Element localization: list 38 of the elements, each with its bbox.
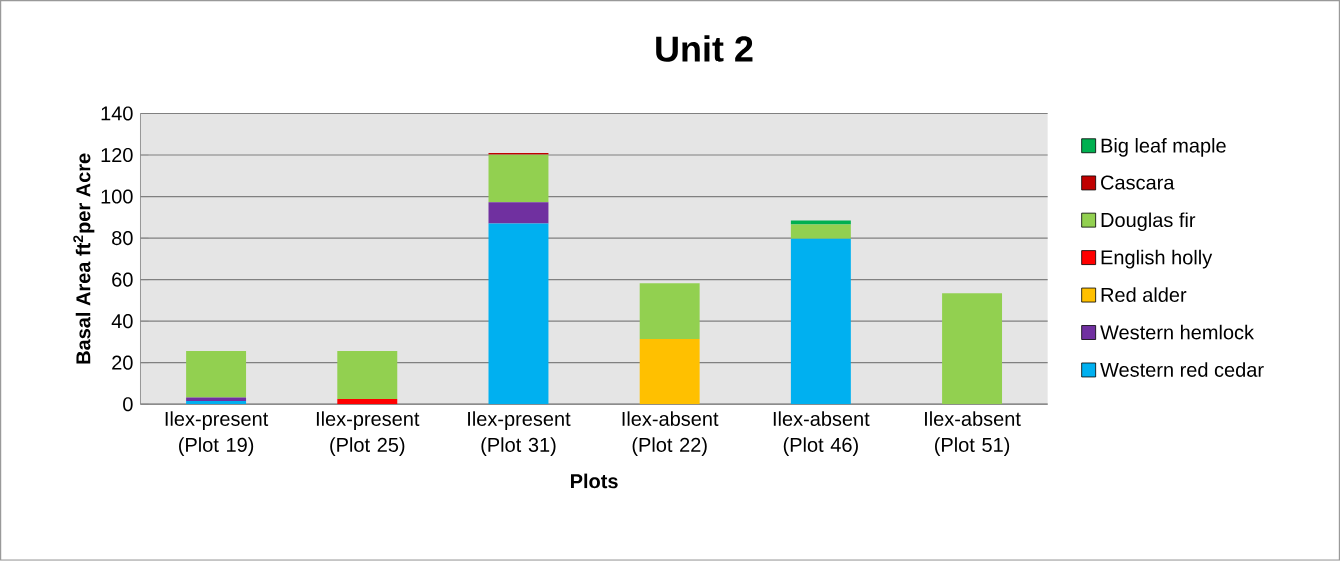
y-tick-label: 40	[111, 314, 133, 329]
bar	[488, 154, 549, 203]
bar	[337, 399, 398, 405]
bar	[488, 202, 549, 224]
legend-label: English holly	[1101, 250, 1213, 269]
legend-label: Douglas fir	[1101, 212, 1196, 232]
bar	[337, 351, 398, 400]
y-tick-label: 100	[101, 189, 133, 204]
legend-label: Western red cedar	[1100, 362, 1264, 378]
y-tick-label: 60	[112, 272, 133, 287]
x-axis-title: Plots	[570, 473, 618, 489]
y-tick-label: 140	[101, 106, 133, 121]
x-tick-label: Ilex-absent (Plot 51)	[925, 411, 1021, 457]
bar	[488, 223, 549, 405]
legend-label: Western hemlock	[1100, 324, 1255, 340]
y-tick-label: 120	[101, 148, 133, 163]
y-axis-title: Basal Area ft$^{2}$per Acre	[73, 153, 95, 364]
x-tick-label: Ilex-absent (Plot 22)	[622, 411, 719, 457]
bar	[186, 397, 247, 402]
x-tick-label: Ilex-absent (Plot 46)	[773, 411, 870, 457]
bar	[790, 220, 851, 225]
y-tick-label: 80	[112, 231, 133, 246]
bar	[186, 401, 247, 405]
legend-label: Red alder	[1101, 287, 1187, 303]
bar	[639, 339, 700, 405]
x-tick-label: Ilex-present (Plot 19)	[165, 411, 269, 457]
legend-label: Big leaf maple	[1101, 138, 1226, 157]
bar	[790, 224, 851, 239]
legend-label: Cascara	[1101, 175, 1175, 190]
bar	[639, 283, 700, 340]
y-tick-label: 20	[112, 355, 133, 370]
bar	[942, 293, 1003, 405]
bar	[186, 351, 247, 398]
bar	[790, 238, 851, 405]
y-tick-label: 0	[123, 397, 133, 412]
chart-title: Unit 2	[656, 35, 753, 62]
x-tick-label: Ilex-present (Plot 31)	[468, 411, 571, 457]
x-tick-label: Ilex-present (Plot 25)	[316, 411, 420, 457]
